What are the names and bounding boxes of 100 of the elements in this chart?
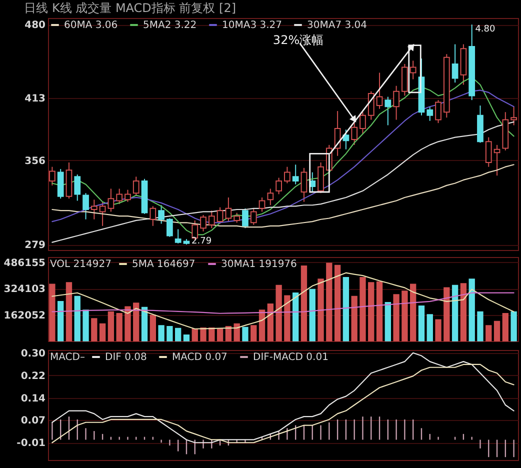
bar [334, 264, 341, 342]
legend-title: VOL 214927 [50, 259, 112, 270]
bar [192, 328, 198, 342]
bar [166, 326, 173, 342]
bar [494, 320, 500, 342]
candlestick [166, 218, 173, 238]
bar [267, 303, 274, 342]
candlestick [360, 112, 366, 134]
candlestick [452, 44, 458, 84]
candlestick [351, 120, 358, 146]
candlestick [216, 206, 224, 224]
bar [158, 325, 164, 342]
candlestick [284, 166, 290, 184]
bar [200, 328, 206, 342]
legend-label: 10MA3 3.27 [222, 20, 282, 31]
bar [208, 328, 215, 342]
bar [309, 288, 316, 342]
legend-label: DIF-MACD 0.01 [253, 352, 328, 363]
bar [452, 284, 458, 342]
candlestick [90, 199, 98, 220]
bar [150, 314, 156, 342]
bar [124, 306, 131, 342]
y-tick-label: 324103 [4, 284, 46, 296]
candlestick [108, 188, 114, 212]
candlestick [426, 106, 434, 122]
bar [351, 296, 358, 342]
candlestick [393, 85, 400, 120]
candlestick [384, 96, 392, 126]
bar [91, 318, 98, 342]
candlestick [49, 166, 56, 186]
bar [108, 311, 114, 342]
bar [318, 278, 324, 342]
bar [242, 326, 248, 342]
candlestick [99, 201, 106, 226]
bar [418, 306, 425, 342]
legend-label: 30MA7 3.04 [307, 20, 367, 31]
annotation: 4.80 [475, 24, 496, 34]
y-tick-label: 0.30 [20, 348, 46, 360]
candlestick [410, 60, 416, 80]
legend-title: MACD– [50, 352, 85, 363]
legend-label: 60MA 3.06 [64, 20, 118, 31]
candlestick [300, 167, 308, 202]
candlestick [208, 210, 215, 229]
candlestick [82, 192, 89, 220]
candlestick [368, 90, 374, 120]
chart-title: 日线 K线 成交量 MACD指标 前复权 [2] [24, 1, 236, 15]
line-series [52, 292, 514, 314]
annotation: 32%涨幅 [272, 33, 324, 48]
bar [444, 287, 450, 342]
bar [468, 278, 475, 342]
bar [510, 311, 517, 342]
bar [276, 284, 282, 342]
y-tick-label: 0.22 [20, 370, 46, 382]
bar [326, 262, 332, 342]
y-tick-label: 0.14 [20, 393, 46, 404]
bar [116, 312, 122, 342]
bar [183, 334, 190, 342]
bar [234, 323, 240, 342]
bar [216, 328, 224, 342]
candlestick [150, 206, 156, 226]
candlestick [292, 164, 299, 185]
bar [477, 311, 484, 342]
legend-label: DIF 0.08 [105, 352, 147, 363]
y-tick-label: 162052 [4, 310, 46, 322]
legend-label: MACD 0.07 [172, 352, 228, 363]
candlestick [132, 176, 140, 196]
candlestick [435, 100, 442, 124]
bar [502, 312, 508, 342]
candlestick [234, 212, 240, 224]
y-tick-label: 0.07 [20, 416, 46, 427]
bar [342, 276, 350, 342]
bar [66, 282, 72, 342]
bar [250, 325, 257, 342]
bar [360, 276, 366, 342]
bar [141, 306, 148, 342]
line-series [52, 272, 514, 330]
y-tick-label: -0.01 [16, 438, 46, 450]
candlestick [485, 136, 492, 168]
bar [435, 319, 442, 342]
candlestick [258, 196, 266, 212]
bar [426, 314, 433, 342]
bar [393, 294, 400, 342]
annotation: 2.79 [192, 236, 212, 247]
candlestick [158, 204, 164, 224]
bar [225, 326, 232, 342]
candlestick [267, 188, 274, 206]
bar [74, 296, 80, 342]
candlestick [276, 177, 282, 195]
bar [258, 310, 266, 342]
y-tick-label: 413 [24, 93, 46, 104]
bar [82, 310, 89, 342]
candlestick [124, 189, 131, 202]
candlestick [242, 208, 248, 229]
y-tick-label: 486155 [4, 258, 46, 269]
candlestick [174, 228, 182, 244]
bar [384, 302, 391, 342]
bar [99, 323, 106, 342]
bar [133, 302, 140, 342]
candlestick [74, 174, 81, 202]
bar [175, 328, 182, 342]
